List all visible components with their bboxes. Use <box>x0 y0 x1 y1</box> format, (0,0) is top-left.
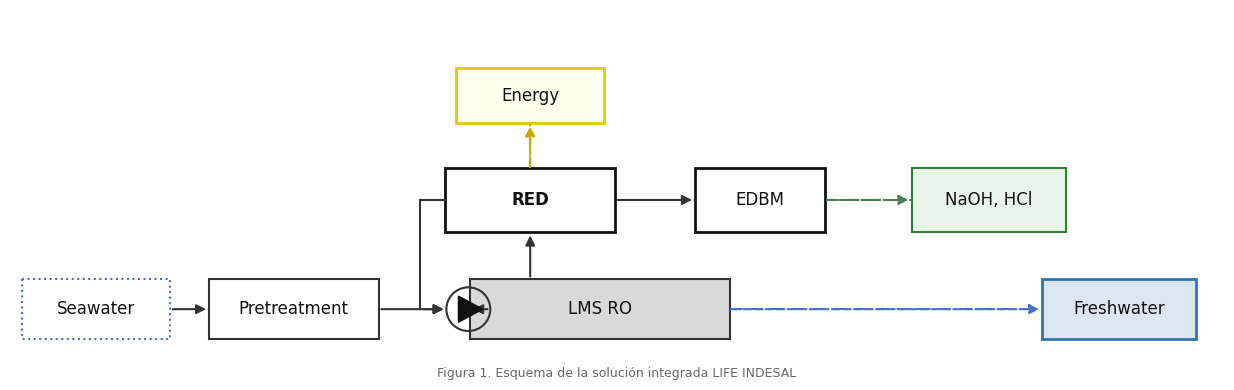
Text: LMS RO: LMS RO <box>568 300 632 318</box>
FancyBboxPatch shape <box>209 279 379 339</box>
Text: Seawater: Seawater <box>57 300 136 318</box>
Text: EDBM: EDBM <box>735 191 784 209</box>
FancyBboxPatch shape <box>445 168 615 232</box>
FancyBboxPatch shape <box>1041 279 1196 339</box>
FancyBboxPatch shape <box>695 168 824 232</box>
FancyBboxPatch shape <box>470 279 729 339</box>
Text: Pretreatment: Pretreatment <box>238 300 349 318</box>
Text: NaOH, HCl: NaOH, HCl <box>945 191 1033 209</box>
Text: Figura 1. Esquema de la solución integrada LIFE INDESAL: Figura 1. Esquema de la solución integra… <box>437 367 797 380</box>
Text: Energy: Energy <box>501 87 559 105</box>
Polygon shape <box>459 296 482 322</box>
FancyBboxPatch shape <box>22 279 170 339</box>
Text: Freshwater: Freshwater <box>1074 300 1165 318</box>
FancyBboxPatch shape <box>457 68 603 123</box>
Text: RED: RED <box>511 191 549 209</box>
FancyBboxPatch shape <box>912 168 1066 232</box>
